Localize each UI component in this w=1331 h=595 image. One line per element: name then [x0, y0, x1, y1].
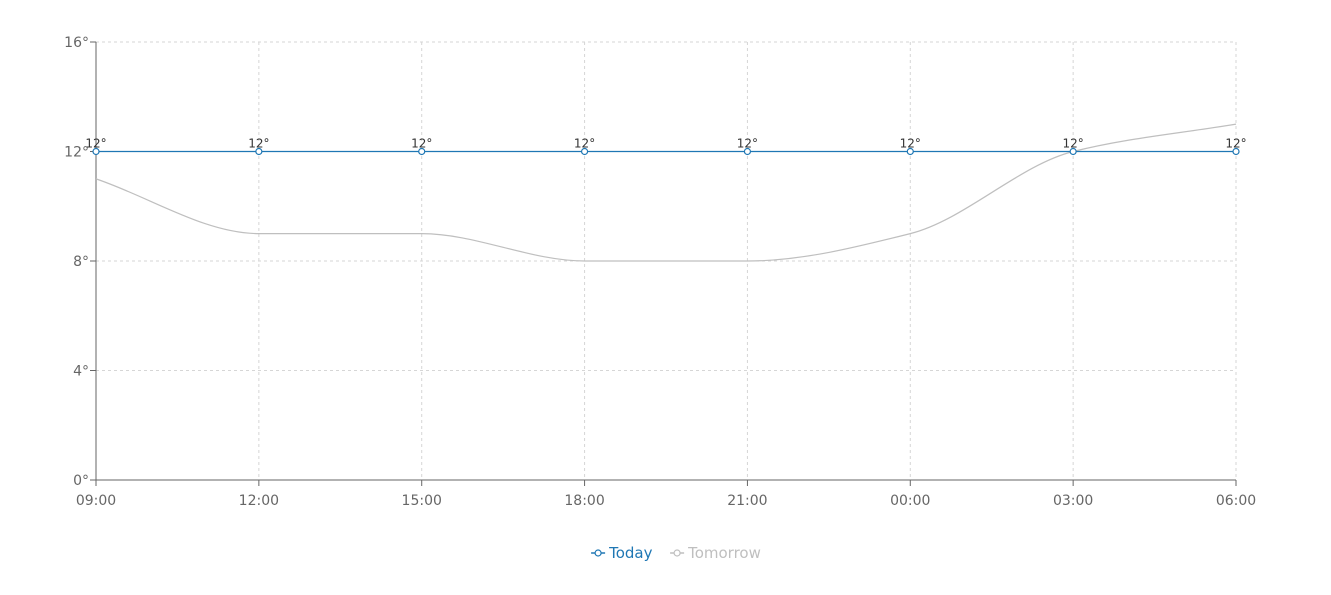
x-tick-label: 21:00 [727, 493, 767, 509]
x-tick-label: 00:00 [890, 493, 930, 509]
x-tick-label: 18:00 [564, 493, 604, 509]
data-label-today: 12° [85, 137, 106, 151]
legend-marker-tomorrow[interactable] [673, 549, 681, 557]
x-tick-label: 09:00 [76, 493, 116, 509]
data-label-today: 12° [737, 137, 758, 151]
x-tick-label: 06:00 [1216, 493, 1256, 509]
data-label-today: 12° [248, 137, 269, 151]
data-label-today: 12° [900, 137, 921, 151]
y-tick-label: 4° [73, 364, 89, 380]
y-tick-label: 16° [64, 35, 89, 51]
data-point-today[interactable] [1069, 147, 1077, 156]
data-point-today[interactable] [418, 147, 426, 156]
x-tick-label: 12:00 [239, 493, 279, 509]
data-point-today[interactable] [255, 147, 263, 156]
data-point-today[interactable] [580, 147, 589, 156]
data-label-today: 12° [1225, 137, 1246, 151]
legend-marker-today[interactable] [594, 549, 602, 557]
data-point-today[interactable] [743, 147, 752, 156]
data-label-today: 12° [411, 137, 432, 151]
x-tick-label: 15:00 [402, 493, 442, 509]
x-tick-label: 03:00 [1053, 493, 1093, 509]
series-line-tomorrow [95, 123, 1237, 262]
legend-item-tomorrow[interactable]: Tomorrow [687, 544, 761, 562]
data-point-today[interactable] [92, 147, 100, 156]
y-tick-label: 8° [73, 254, 89, 270]
data-label-today: 12° [1063, 137, 1084, 151]
data-point-today[interactable] [1232, 147, 1240, 156]
y-tick-label: 12° [64, 145, 89, 161]
legend-item-today[interactable]: Today [608, 544, 653, 562]
data-label-today: 12° [574, 137, 595, 151]
y-tick-label: 0° [73, 473, 89, 489]
data-point-today[interactable] [906, 147, 914, 156]
